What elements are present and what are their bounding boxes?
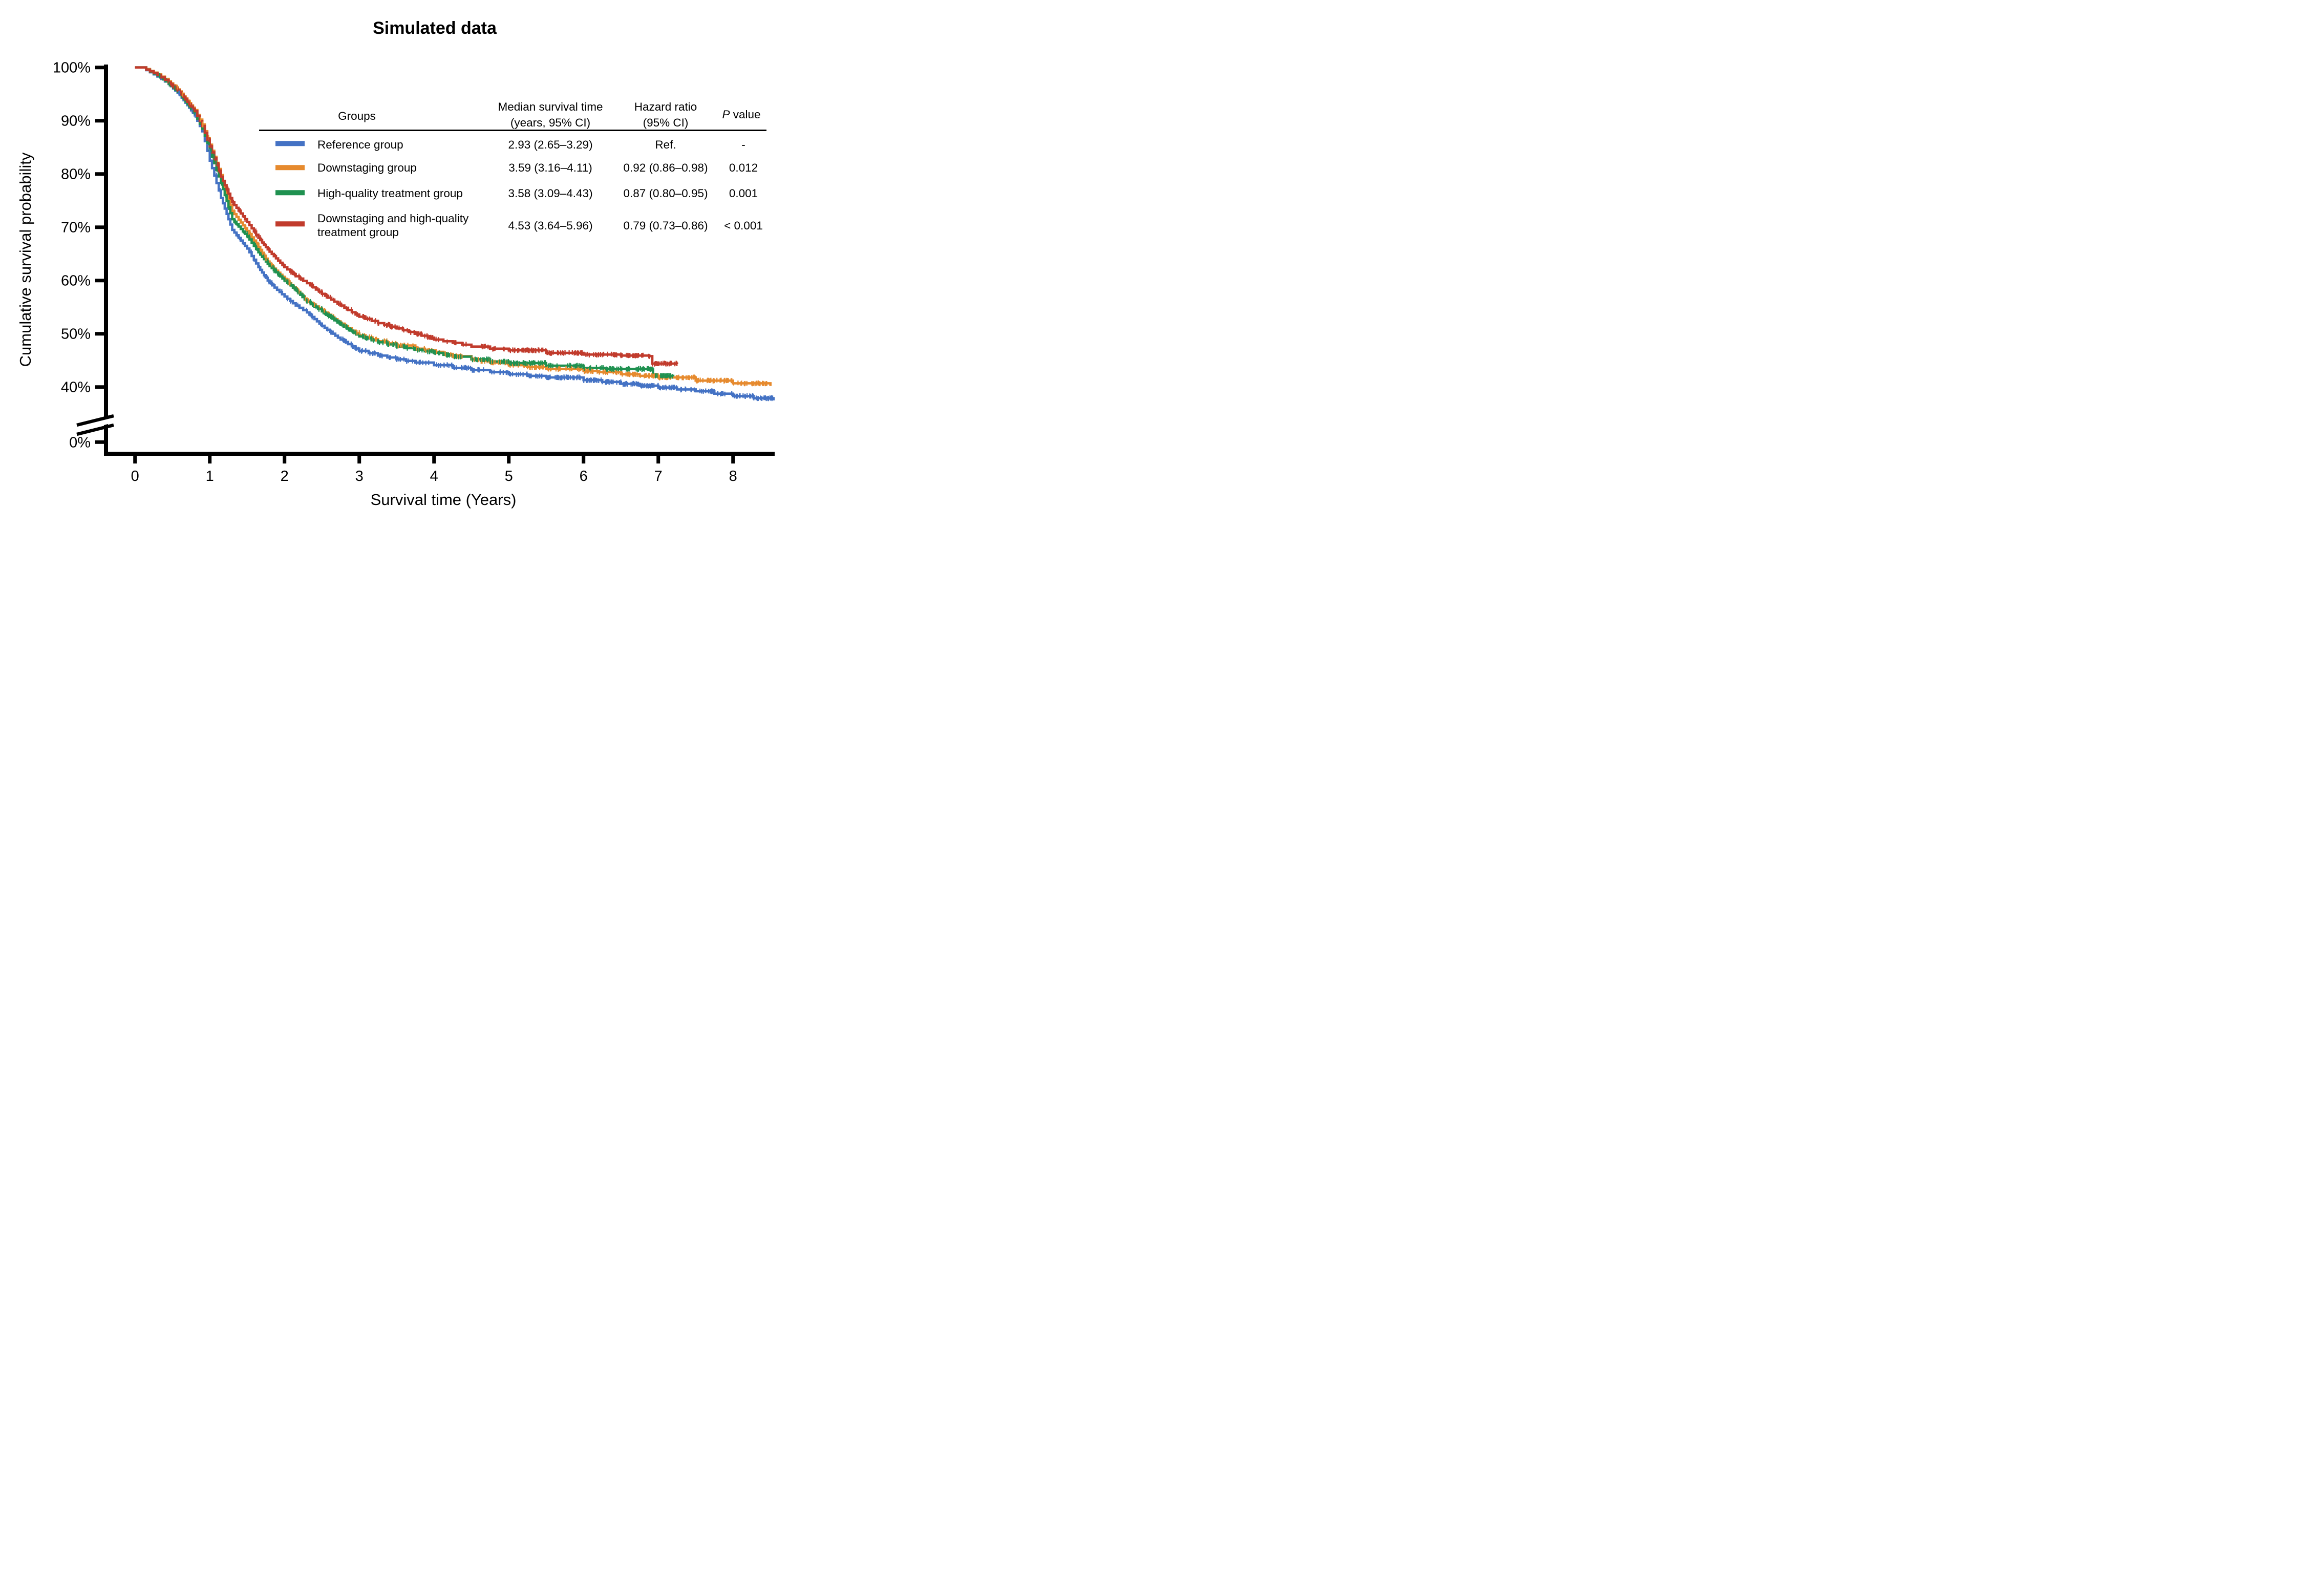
- y-tick-label: 0%: [69, 434, 91, 451]
- row-pvalue: 0.012: [729, 161, 758, 174]
- censor-marks: [159, 73, 774, 402]
- y-tick-label: 90%: [61, 113, 91, 130]
- y-tick-label: 70%: [61, 220, 91, 236]
- y-tick-label: 50%: [61, 326, 91, 343]
- y-tick-label: 100%: [53, 60, 91, 76]
- col-header-hazard-line2: (95% CI): [643, 116, 689, 129]
- chart-title: Simulated data: [373, 18, 497, 38]
- row-median: 3.59 (3.16–4.11): [508, 161, 592, 174]
- x-tick-label: 7: [654, 468, 663, 484]
- x-axis-label: Survival time (Years): [370, 491, 517, 509]
- row-hazard: 0.92 (0.86–0.98): [623, 161, 708, 174]
- y-axis-break: [76, 413, 123, 436]
- col-header-pvalue: P value: [722, 108, 760, 122]
- row-pvalue: 0.001: [729, 186, 758, 200]
- row-hazard: 0.79 (0.73–0.86): [623, 219, 708, 232]
- y-tick-label: 80%: [61, 166, 91, 183]
- legend-swatch-reference: [275, 141, 305, 146]
- x-tick-label: 8: [729, 468, 737, 484]
- row-hazard: 0.87 (0.80–0.95): [623, 186, 708, 200]
- legend-swatch-downstaging: [275, 165, 305, 170]
- row-pvalue: -: [741, 138, 745, 151]
- row-label: Downstaging group: [317, 161, 417, 174]
- y-tick-label: 60%: [61, 273, 91, 289]
- p-rest: value: [730, 108, 761, 121]
- x-tick-label: 5: [505, 468, 513, 484]
- x-tick-label: 2: [281, 468, 289, 484]
- p-italic: P: [722, 108, 730, 121]
- row-hazard: Ref.: [655, 138, 676, 151]
- censor-marks-3: [170, 81, 678, 367]
- row-median: 2.93 (2.65–3.29): [508, 138, 593, 151]
- km-chart-canvas: 100% 90% 80% 70% 60% 50% 40% 0% 0 1 2 3 4 5 6 7 8: [53, 60, 775, 484]
- x-tick-label: 6: [580, 468, 588, 484]
- row-label-line2: treatment group: [317, 225, 399, 239]
- col-header-median-line1: Median survival time: [498, 100, 603, 113]
- table-header-rule: [259, 130, 766, 132]
- col-header-groups: Groups: [338, 109, 376, 122]
- km-figure: Simulated data Cumulative survival proba…: [0, 0, 775, 528]
- row-pvalue: < 0.001: [724, 219, 763, 232]
- row-label-line1: Downstaging and high-quality: [317, 212, 469, 225]
- col-header-hazard-line1: Hazard ratio: [634, 100, 697, 113]
- censor-marks-0: [178, 90, 774, 402]
- axes: [95, 65, 775, 463]
- censor-marks-2: [159, 73, 673, 379]
- x-tick-label: 1: [206, 468, 214, 484]
- y-tick-label: 40%: [61, 379, 91, 396]
- row-label: Reference group: [317, 138, 403, 151]
- row-label: High-quality treatment group: [317, 186, 463, 200]
- legend-swatch-high-quality: [275, 190, 305, 195]
- x-tick-label: 3: [355, 468, 364, 484]
- col-header-median-line2: (years, 95% CI): [510, 116, 591, 129]
- legend-swatch-downstaging-high-quality: [275, 221, 305, 226]
- x-tick-label: 4: [430, 468, 438, 484]
- tick-labels: 100% 90% 80% 70% 60% 50% 40% 0% 0 1 2 3 4 5 6 7 8: [53, 60, 737, 484]
- row-median: 4.53 (3.64–5.96): [508, 219, 593, 232]
- row-median: 3.58 (3.09–4.43): [508, 186, 593, 200]
- x-tick-label: 0: [131, 468, 139, 484]
